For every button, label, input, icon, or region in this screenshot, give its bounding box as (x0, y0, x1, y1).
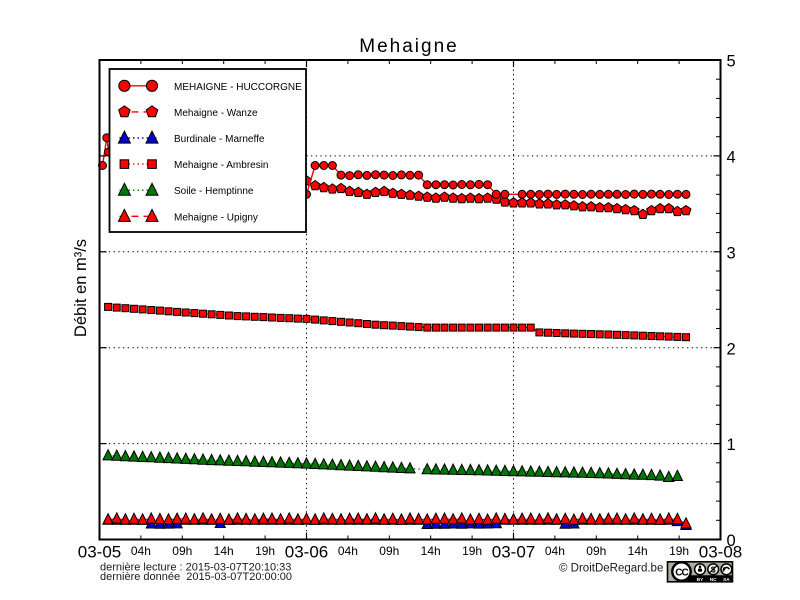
svg-text:0: 0 (727, 532, 736, 550)
svg-text:19h: 19h (255, 544, 275, 558)
svg-text:Mehaigne: Mehaigne (359, 36, 458, 57)
svg-text:03-07: 03-07 (492, 543, 535, 562)
svg-text:Burdinale - Marneffe: Burdinale - Marneffe (174, 134, 265, 145)
svg-text:04h: 04h (338, 544, 358, 558)
svg-text:2: 2 (727, 340, 736, 358)
svg-text:Mehaigne - Ambresin: Mehaigne - Ambresin (174, 160, 269, 171)
svg-text:5: 5 (727, 53, 736, 71)
svg-text:09h: 09h (379, 544, 399, 558)
svg-text:1: 1 (727, 436, 736, 454)
svg-text:CC: CC (675, 568, 688, 579)
svg-text:19h: 19h (669, 544, 689, 558)
svg-text:03-05: 03-05 (78, 543, 121, 562)
svg-text:NC: NC (710, 577, 717, 583)
svg-text:19h: 19h (462, 544, 482, 558)
svg-text:09h: 09h (172, 544, 192, 558)
svg-text:14h: 14h (214, 544, 234, 558)
svg-text:BY: BY (697, 577, 704, 583)
svg-text:dernière donnée 2015-03-07T20: dernière donnée 2015-03-07T20:00:00 (100, 571, 292, 583)
svg-text:03-06: 03-06 (285, 543, 328, 562)
svg-text:© DroitDeRegard.be: © DroitDeRegard.be (559, 563, 663, 575)
svg-text:14h: 14h (628, 544, 648, 558)
svg-text:04h: 04h (545, 544, 565, 558)
svg-text:SA: SA (723, 577, 730, 583)
svg-text:Mehaigne - Wanze: Mehaigne - Wanze (174, 108, 258, 119)
svg-text:4: 4 (727, 149, 736, 167)
svg-text:04h: 04h (131, 544, 151, 558)
svg-text:09h: 09h (586, 544, 606, 558)
svg-text:3: 3 (727, 244, 736, 262)
svg-text:Débit en m³/s: Débit en m³/s (72, 239, 90, 337)
svg-text:03-08: 03-08 (699, 543, 742, 562)
svg-text:MEHAIGNE - HUCCORGNE: MEHAIGNE - HUCCORGNE (174, 82, 302, 93)
svg-text:Mehaigne - Upigny: Mehaigne - Upigny (174, 212, 258, 223)
svg-text:14h: 14h (421, 544, 441, 558)
svg-text:Soile - Hemptinne: Soile - Hemptinne (174, 186, 254, 197)
svg-text:dernière lecture : 2015-03-07T: dernière lecture : 2015-03-07T20:10:33 (100, 562, 291, 574)
